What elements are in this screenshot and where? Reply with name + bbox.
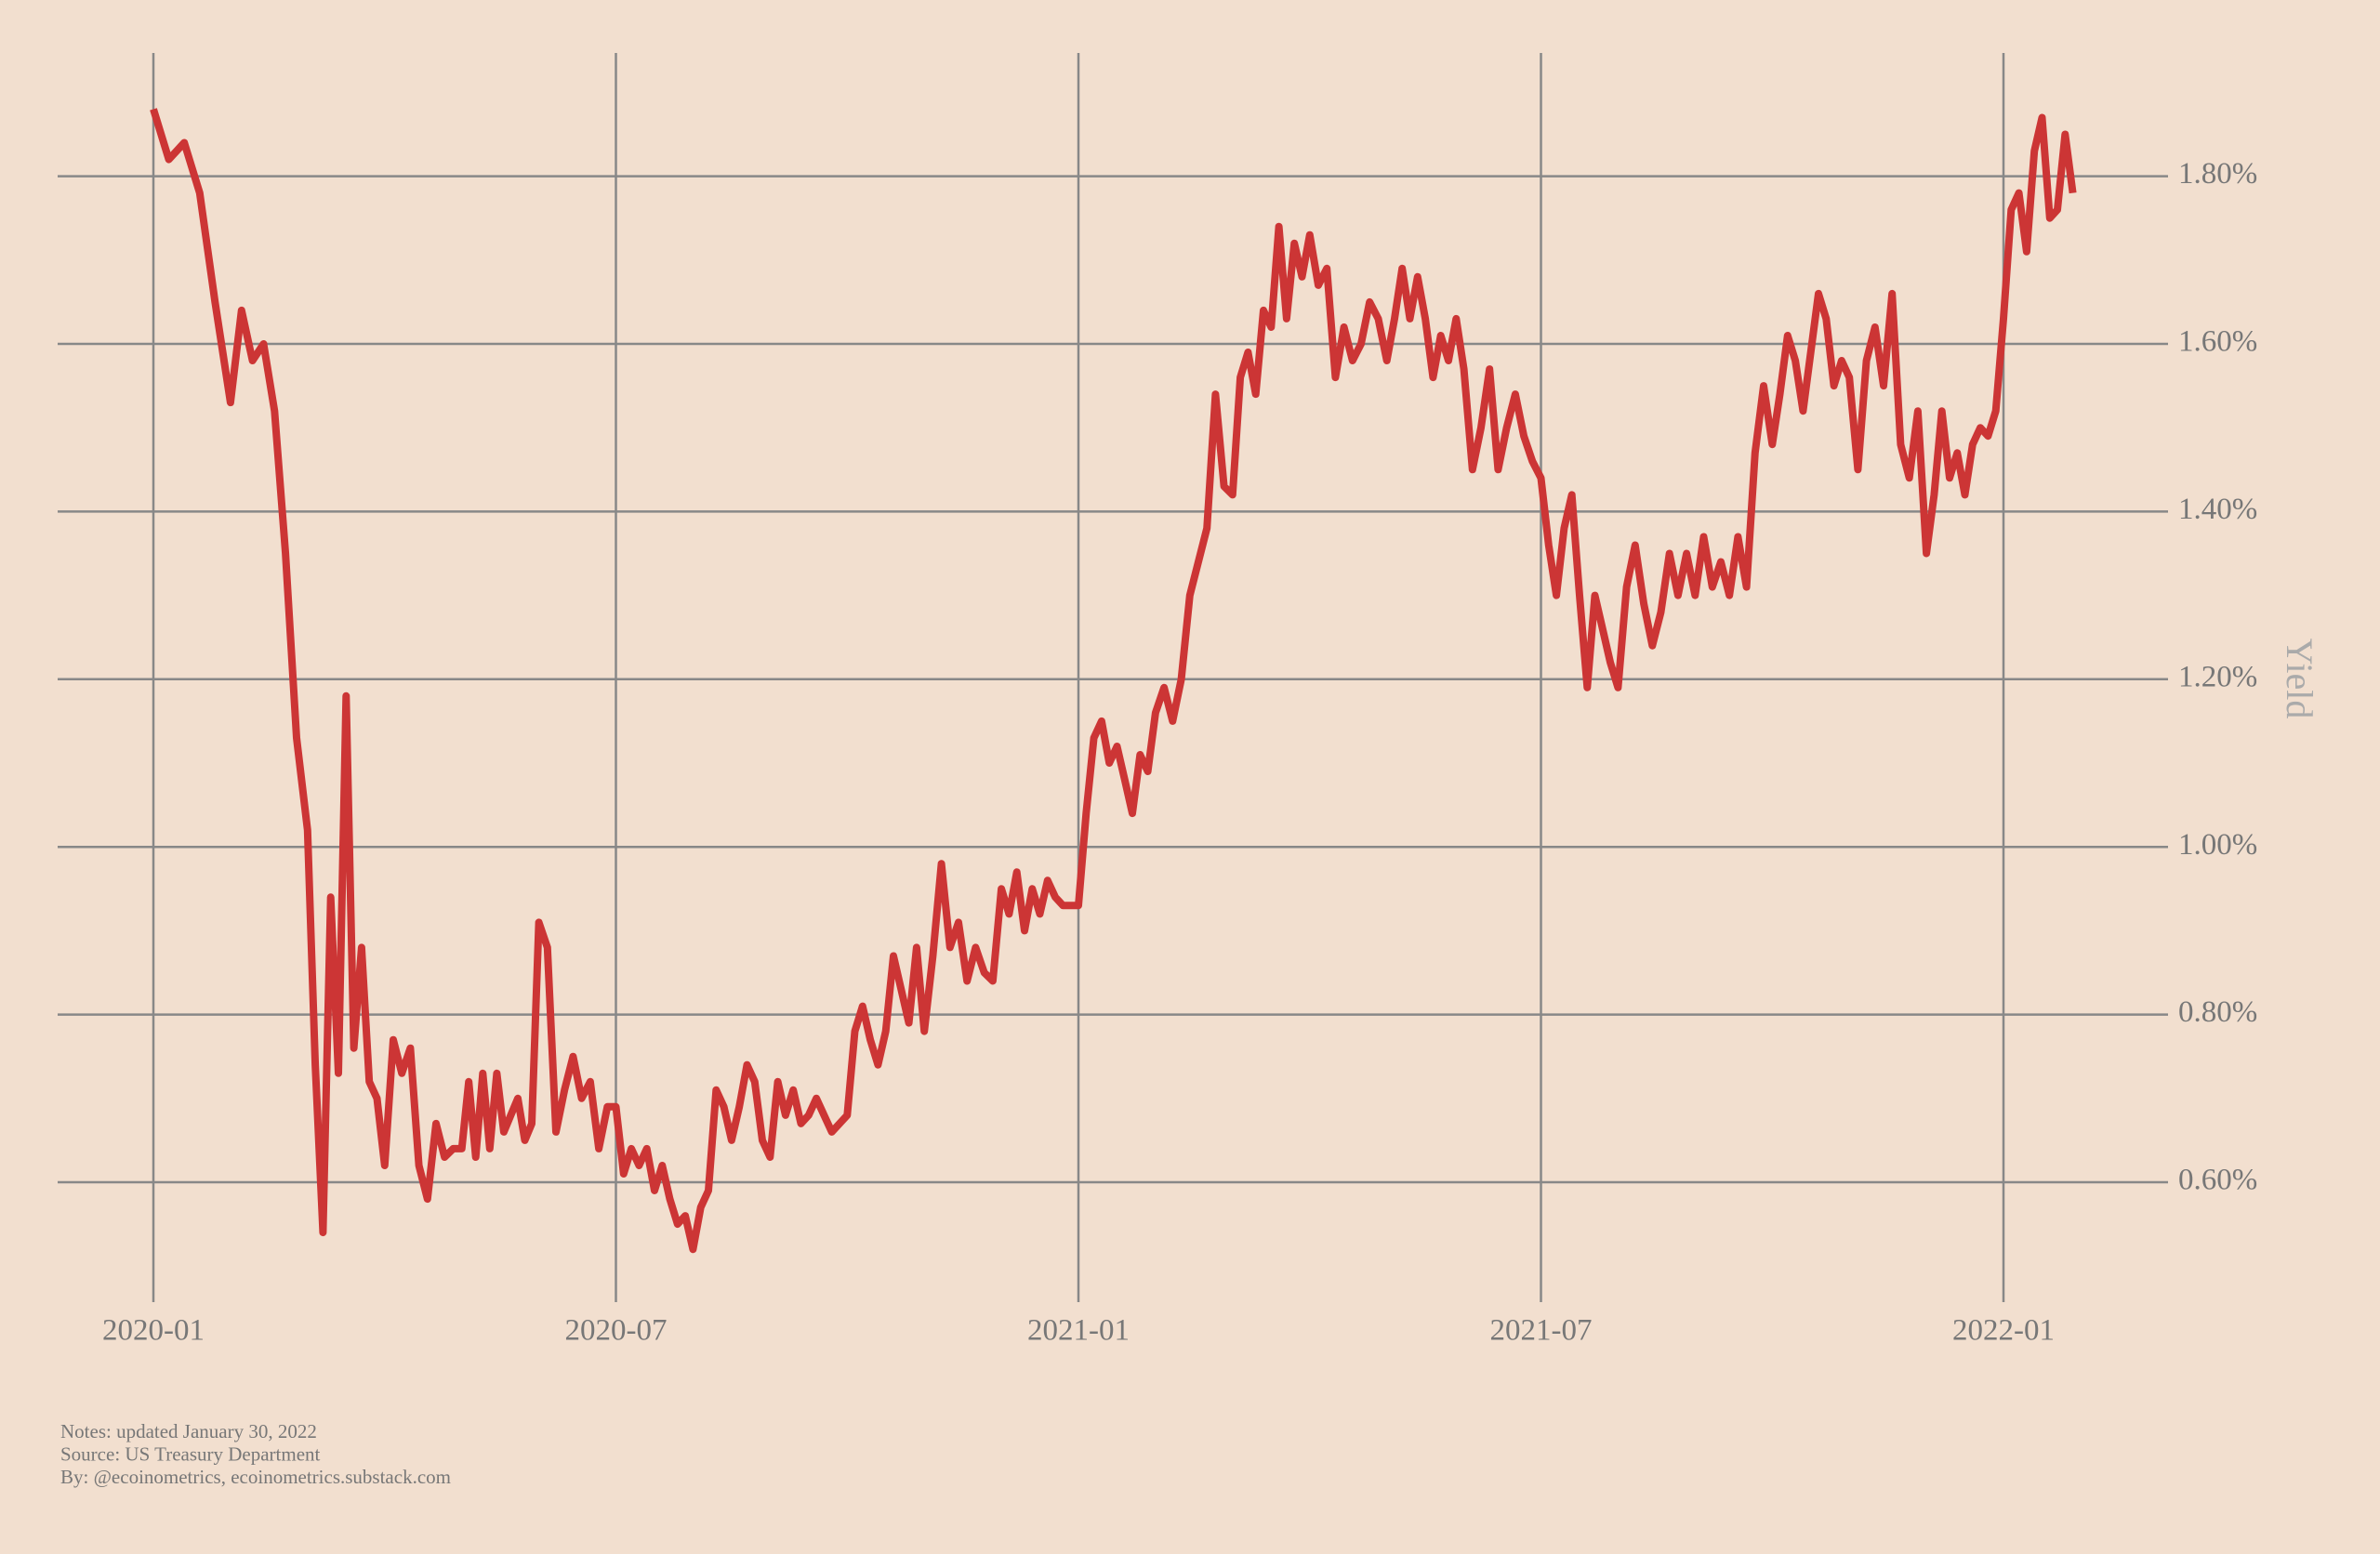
- x-tick-label: 2022-01: [1952, 1314, 2055, 1348]
- x-tick-label: 2021-01: [1027, 1314, 1130, 1348]
- y-tick-label: 0.60%: [2178, 1164, 2257, 1197]
- y-tick-label: 1.80%: [2178, 157, 2257, 191]
- x-tick-label: 2020-01: [102, 1314, 205, 1348]
- y-tick-label: 1.20%: [2178, 660, 2257, 693]
- x-tick-label: 2021-07: [1490, 1314, 1593, 1348]
- yield-line: [150, 108, 2077, 1254]
- y-tick-label: 1.60%: [2178, 325, 2257, 359]
- y-axis-title: Yield: [2279, 639, 2320, 719]
- y-tick-label: 0.80%: [2178, 995, 2257, 1029]
- note: By: @ecoinometrics, ecoinometrics.substa…: [60, 1466, 451, 1488]
- x-tick-label: 2020-07: [565, 1314, 668, 1348]
- y-tick-label: 1.00%: [2178, 828, 2257, 862]
- note: Notes: updated January 30, 2022: [60, 1420, 317, 1442]
- note: Source: US Treasury Department: [60, 1442, 321, 1465]
- y-tick-label: 1.40%: [2178, 493, 2257, 526]
